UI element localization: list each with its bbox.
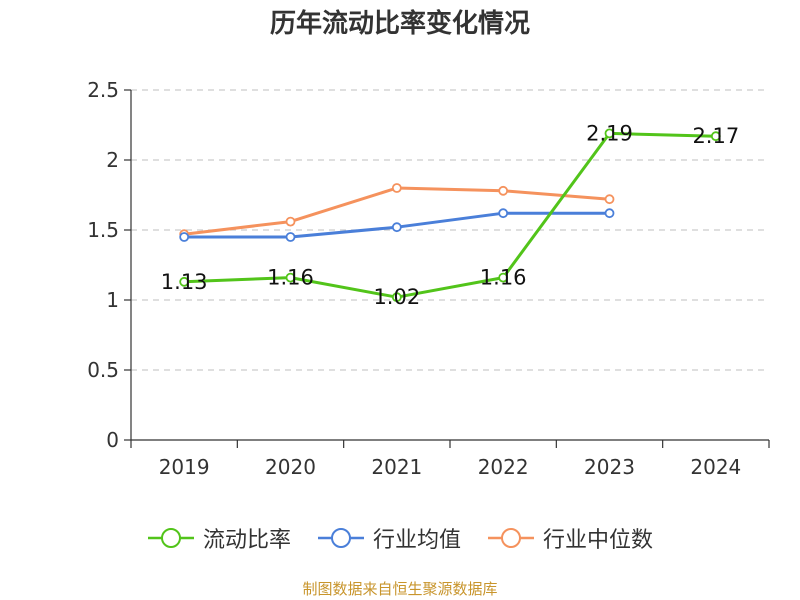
data-label: 1.16 xyxy=(267,266,314,290)
legend-item[interactable]: 行业中位数 xyxy=(487,522,653,554)
x-tick-label: 2019 xyxy=(159,455,210,479)
legend-item[interactable]: 流动比率 xyxy=(147,522,291,554)
data-point xyxy=(604,208,615,219)
data-point xyxy=(285,216,296,227)
legend-swatch-icon xyxy=(147,528,194,548)
axes: 0 0.5 1 1.5 2 2.5 2019 2020 2021 2022 2023 2024 xyxy=(87,78,770,479)
x-tick-label: 2020 xyxy=(265,455,316,479)
data-label: 1.16 xyxy=(480,266,527,290)
data-point xyxy=(604,128,615,139)
data-labels: 1.13 1.16 1.02 1.16 2.19 2.17 xyxy=(161,121,739,309)
y-tick-label: 1 xyxy=(106,288,119,312)
data-point xyxy=(391,292,402,303)
legend-label: 流动比率 xyxy=(202,528,291,553)
chart-title: 历年流动比率变化情况 xyxy=(269,9,530,39)
data-point xyxy=(604,194,615,205)
x-tick-label: 2021 xyxy=(371,455,422,479)
data-label: 2.19 xyxy=(586,121,633,145)
data-point xyxy=(498,208,509,219)
data-point xyxy=(498,272,509,283)
legend-marker xyxy=(160,528,181,548)
legend-item[interactable]: 行业均值 xyxy=(317,522,461,554)
legend-swatch-icon xyxy=(317,528,364,548)
legend-swatch-icon xyxy=(488,528,534,548)
y-tick-label: 0 xyxy=(106,428,119,452)
data-label: 1.02 xyxy=(373,285,420,309)
grid-lines xyxy=(131,89,769,371)
x-tick-label: 2024 xyxy=(690,455,741,479)
data-point xyxy=(498,185,509,196)
data-point xyxy=(179,276,190,287)
y-tick-label: 2 xyxy=(106,148,119,172)
legend-marker xyxy=(501,528,521,548)
y-tick-label: 1.5 xyxy=(87,218,119,242)
legend-marker xyxy=(330,528,351,548)
y-tick-label: 0.5 xyxy=(87,358,119,382)
data-point xyxy=(391,183,402,193)
data-label: 2.17 xyxy=(692,124,739,148)
legend-label: 行业均值 xyxy=(372,528,461,553)
x-tick-label: 2023 xyxy=(584,455,635,479)
series-lines xyxy=(179,128,721,303)
source-note: 制图数据来自恒生聚源数据库 xyxy=(302,580,498,598)
y-tick-label: 2.5 xyxy=(87,78,119,102)
data-point xyxy=(179,232,190,242)
data-point xyxy=(391,222,402,233)
series-line-0 xyxy=(184,131,716,299)
data-point xyxy=(285,232,296,242)
legend: 流动比率 行业均值 行业中位数 xyxy=(0,520,800,556)
data-point xyxy=(710,131,721,142)
x-tick-label: 2022 xyxy=(478,455,529,479)
data-label: 1.13 xyxy=(161,270,208,294)
legend-label: 行业中位数 xyxy=(543,528,654,553)
data-point xyxy=(285,272,296,283)
